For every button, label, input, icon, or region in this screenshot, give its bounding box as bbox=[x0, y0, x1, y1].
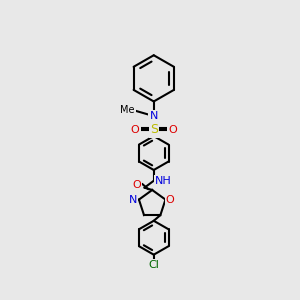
Text: O: O bbox=[166, 195, 175, 205]
Text: Me: Me bbox=[120, 105, 135, 115]
Text: NH: NH bbox=[155, 176, 171, 186]
Text: O: O bbox=[168, 125, 177, 135]
Text: Cl: Cl bbox=[148, 260, 159, 271]
Text: O: O bbox=[132, 180, 141, 190]
Text: O: O bbox=[131, 125, 140, 135]
Text: S: S bbox=[150, 123, 158, 136]
Text: N: N bbox=[150, 111, 158, 121]
Text: N: N bbox=[128, 195, 137, 205]
